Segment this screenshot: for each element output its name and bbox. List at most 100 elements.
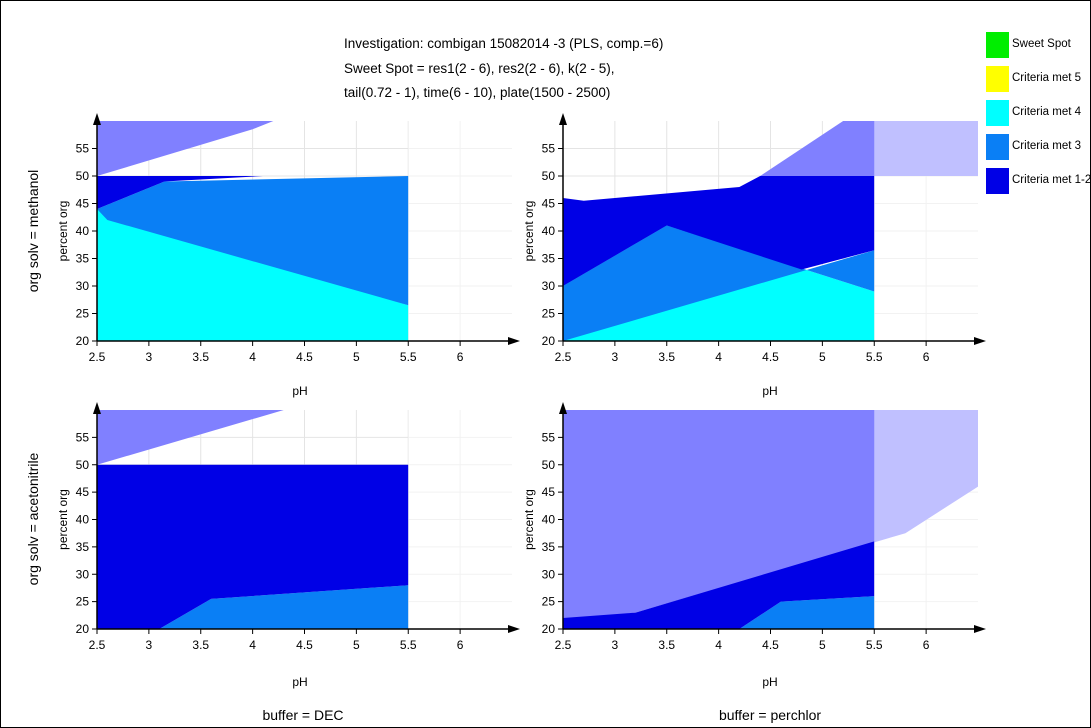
legend-swatch xyxy=(986,134,1009,160)
region-criteria-met-1-2 xyxy=(97,176,263,209)
x-tick-label: 5 xyxy=(353,350,360,364)
y-tick-label: 30 xyxy=(76,567,90,581)
y-tick-label: 35 xyxy=(76,252,90,266)
y-axis-arrow xyxy=(93,113,101,125)
x-tick-label: 5.5 xyxy=(400,638,417,652)
legend-item-sweet-spot: Sweet Spot xyxy=(986,32,1086,58)
extrapolation-overlay xyxy=(408,121,512,341)
y-tick-label: 45 xyxy=(542,485,556,499)
legend-swatch xyxy=(986,32,1009,58)
x-tick-label: 4.5 xyxy=(296,350,313,364)
y-tick-label: 50 xyxy=(76,458,90,472)
y-tick-label: 30 xyxy=(542,567,556,581)
x-tick-label: 4 xyxy=(249,638,256,652)
x-tick-label: 3.5 xyxy=(658,350,675,364)
x-axis-arrow xyxy=(974,625,986,633)
y-tick-label: 45 xyxy=(542,197,556,211)
x-tick-label: 6 xyxy=(457,638,464,652)
y-axis-arrow xyxy=(559,113,567,125)
x-tick-label: 5.5 xyxy=(866,638,883,652)
y-tick-label: 35 xyxy=(542,540,556,554)
region-criteria-met-3 xyxy=(97,176,409,306)
region-criteria-met-1-2 xyxy=(97,464,409,629)
title-line-3: tail(0.72 - 1), time(6 - 10), plate(1500… xyxy=(344,85,611,100)
y-tick-label: 45 xyxy=(76,485,90,499)
region-criteria-met-3 xyxy=(563,225,875,341)
x-tick-label: 5 xyxy=(819,350,826,364)
y-tick-label: 55 xyxy=(76,430,90,444)
title-line-2: Sweet Spot = res1(2 - 6), res2(2 - 6), k… xyxy=(344,60,615,76)
x-tick-label: 3 xyxy=(146,350,153,364)
y-tick-label: 45 xyxy=(76,197,90,211)
x-tick-label: 3.5 xyxy=(192,350,209,364)
y-axis-arrow xyxy=(93,402,101,414)
x-axis-arrow xyxy=(508,625,520,633)
y-tick-label: 20 xyxy=(542,334,556,348)
x-tick-label: 5.5 xyxy=(866,350,883,364)
y-axis-title: percent org xyxy=(56,489,70,550)
region-excluded xyxy=(97,121,512,176)
legend-item-criteria-5: Criteria met 5 xyxy=(986,66,1086,92)
x-tick-label: 3 xyxy=(146,638,153,652)
y-axis-title: percent org xyxy=(522,201,536,262)
y-tick-label: 25 xyxy=(76,307,90,321)
x-axis-title: pH xyxy=(762,675,777,689)
y-tick-label: 50 xyxy=(76,169,90,183)
x-tick-label: 2.5 xyxy=(555,638,572,652)
x-tick-label: 4.5 xyxy=(762,350,779,364)
y-tick-label: 30 xyxy=(76,279,90,293)
y-tick-label: 55 xyxy=(76,142,90,156)
x-tick-label: 5 xyxy=(819,638,826,652)
y-tick-label: 40 xyxy=(76,224,90,238)
x-tick-label: 3.5 xyxy=(658,638,675,652)
row-label: org solv = acetonitrile xyxy=(25,452,41,585)
x-axis-title: pH xyxy=(762,384,777,398)
y-axis-title: percent org xyxy=(522,489,536,550)
x-axis-title: pH xyxy=(292,675,307,689)
panel-1: 2.5 3 3.5 4 4.5 5 5.5 6 20 25 30 35 40 45 50 55 pH percen… xyxy=(56,113,520,398)
y-tick-label: 50 xyxy=(542,458,556,472)
x-tick-label: 3.5 xyxy=(192,638,209,652)
legend-label: Criteria met 1-2 xyxy=(1012,174,1091,186)
extrapolation-overlay xyxy=(874,121,978,341)
y-tick-label: 55 xyxy=(542,142,556,156)
y-tick-label: 25 xyxy=(542,307,556,321)
legend-label: Criteria met 3 xyxy=(1012,140,1082,152)
legend-label: Criteria met 5 xyxy=(1012,72,1082,84)
y-tick-label: 35 xyxy=(76,540,90,554)
x-tick-label: 6 xyxy=(923,350,930,364)
x-tick-label: 5.5 xyxy=(400,350,417,364)
x-axis-title: pH xyxy=(292,384,307,398)
x-tick-label: 2.5 xyxy=(89,350,106,364)
extrapolation-overlay xyxy=(408,410,512,629)
y-axis-arrow xyxy=(559,402,567,414)
column-label: buffer = perchlor xyxy=(719,707,821,723)
x-tick-label: 4 xyxy=(715,350,722,364)
extrapolation-overlay xyxy=(874,410,978,629)
x-tick-label: 3 xyxy=(612,350,619,364)
region-excluded xyxy=(97,410,512,465)
panel-4: 2.5 3 3.5 4 4.5 5 5.5 6 20 25 30 35 40 45 50 55 pH percen… xyxy=(522,402,986,689)
legend-swatch xyxy=(986,168,1009,194)
chart-title: Investigation: combigan 15082014 -3 (PLS… xyxy=(344,32,663,106)
region-criteria-met-1-2 xyxy=(563,541,875,629)
x-axis-arrow xyxy=(508,337,520,345)
y-tick-label: 50 xyxy=(542,169,556,183)
x-tick-label: 4 xyxy=(715,638,722,652)
region-criteria-met-3 xyxy=(739,596,875,629)
panel-2: 2.5 3 3.5 4 4.5 5 5.5 6 20 25 30 35 40 45 50 55 pH percen… xyxy=(522,113,986,398)
panel-3: 2.5 3 3.5 4 4.5 5 5.5 6 20 25 30 35 40 45 50 55 pH percen… xyxy=(56,402,520,689)
y-tick-label: 35 xyxy=(542,252,556,266)
x-tick-label: 2.5 xyxy=(555,350,572,364)
legend-item-criteria-1-2: Criteria met 1-2 xyxy=(986,168,1091,194)
region-criteria-met-4 xyxy=(97,209,409,341)
x-tick-label: 6 xyxy=(457,350,464,364)
y-tick-label: 40 xyxy=(542,513,556,527)
y-tick-label: 20 xyxy=(76,334,90,348)
y-tick-label: 55 xyxy=(542,430,556,444)
y-tick-label: 40 xyxy=(76,513,90,527)
y-tick-label: 25 xyxy=(542,595,556,609)
legend-swatch xyxy=(986,66,1009,92)
y-axis-title: percent org xyxy=(56,201,70,262)
y-tick-label: 20 xyxy=(76,622,90,636)
